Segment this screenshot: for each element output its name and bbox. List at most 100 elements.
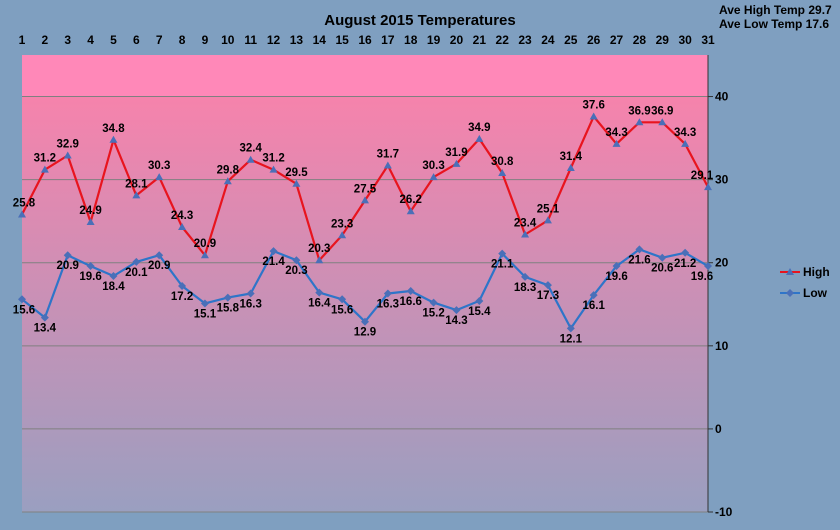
data-label-high: 24.9 [79,205,101,217]
x-tick-label: 15 [335,33,349,47]
data-point-high [292,179,301,187]
data-label-low: 15.8 [217,303,240,315]
data-label-high: 20.3 [308,243,330,255]
data-label-low: 15.2 [422,308,444,320]
data-point-high [704,183,712,191]
data-point-low [658,253,667,262]
data-point-high [223,177,232,185]
data-label-low: 21.1 [491,259,514,271]
data-point-low [498,249,507,258]
data-point-high [475,134,484,142]
data-point-low [338,295,347,304]
data-point-low [635,245,644,254]
data-point-high [40,165,49,173]
legend-label-low: Low [803,286,828,300]
data-label-high: 34.9 [468,122,490,134]
data-label-low: 20.9 [148,260,170,272]
data-label-low: 16.3 [239,298,261,310]
data-label-high: 32.4 [239,143,262,155]
data-label-high: 31.7 [377,149,399,161]
data-label-low: 15.6 [13,304,35,316]
data-label-low: 19.6 [691,271,713,283]
data-label-high: 27.5 [354,183,377,195]
data-label-low: 21.4 [262,256,285,268]
data-point-low [40,313,49,322]
chart-title: August 2015 Temperatures [324,12,515,29]
ave-high-note: Ave High Temp 29.7 [719,3,832,17]
data-label-low: 17.2 [171,291,193,303]
data-label-high: 25.8 [13,198,36,210]
data-point-high [589,112,598,120]
x-tick-label: 26 [587,33,601,47]
data-point-low [475,296,484,305]
data-label-low: 17.3 [537,290,559,302]
data-label-high: 31.2 [34,153,56,165]
data-point-low [566,324,575,333]
data-point-low [704,262,712,271]
data-point-low [292,256,301,265]
data-label-low: 19.6 [79,271,101,283]
data-label-high: 24.3 [171,210,193,222]
data-point-high [200,251,209,259]
data-point-high [338,231,347,239]
data-point-low [155,251,164,260]
data-label-low: 13.4 [34,323,57,335]
x-tick-label: 3 [64,33,71,47]
data-label-high: 28.1 [125,178,148,190]
x-tick-label: 25 [564,33,578,47]
plot-area [22,55,708,512]
x-tick-label: 10 [221,33,235,47]
data-label-low: 18.4 [102,281,125,293]
data-point-high [383,161,392,169]
x-tick-label: 9 [202,33,209,47]
ave-low-note: Ave Low Temp 17.6 [719,17,829,31]
data-point-high [521,230,530,238]
data-point-high [246,155,255,163]
data-label-low: 19.6 [605,271,627,283]
data-label-low: 21.6 [628,254,650,266]
data-label-low: 12.9 [354,327,376,339]
x-tick-label: 13 [290,33,304,47]
data-label-high: 34.3 [605,127,627,139]
data-label-low: 18.3 [514,282,536,294]
data-label-low: 21.2 [674,258,696,270]
data-point-high [612,139,621,147]
x-tick-label: 19 [427,33,441,47]
data-label-high: 31.2 [262,153,284,165]
x-tick-label: 14 [313,33,327,47]
x-tick-label: 1 [19,33,26,47]
data-label-low: 12.1 [560,333,583,345]
data-label-low: 15.6 [331,304,353,316]
data-point-low [521,272,530,281]
x-tick-label: 8 [179,33,186,47]
data-point-high [18,210,26,218]
y-tick-label: 20 [715,256,729,270]
data-label-high: 31.4 [560,151,583,163]
data-label-low: 20.1 [125,267,148,279]
data-label-low: 16.1 [582,300,605,312]
data-point-high [86,218,95,226]
data-point-low [315,288,324,297]
data-label-high: 30.3 [422,160,444,172]
legend-marker-high [786,268,794,275]
legend-label-high: High [803,265,830,279]
x-tick-label: 30 [678,33,692,47]
data-point-low [589,291,598,300]
x-tick-label: 24 [541,33,555,47]
legend-marker-low [786,289,794,297]
y-tick-label: 10 [715,339,729,353]
data-point-high [361,196,369,204]
data-label-low: 15.4 [468,306,491,318]
x-tick-label: 12 [267,33,281,47]
data-point-low [200,299,209,308]
x-tick-label: 6 [133,33,140,47]
data-point-high [429,173,438,181]
data-point-low [406,286,415,295]
data-label-high: 29.5 [285,167,308,179]
x-tick-label: 23 [518,33,532,47]
x-tick-label: 7 [156,33,163,47]
data-point-low [63,251,72,260]
data-label-low: 16.3 [377,298,399,310]
data-label-low: 16.6 [400,296,422,308]
data-point-low [452,306,461,315]
